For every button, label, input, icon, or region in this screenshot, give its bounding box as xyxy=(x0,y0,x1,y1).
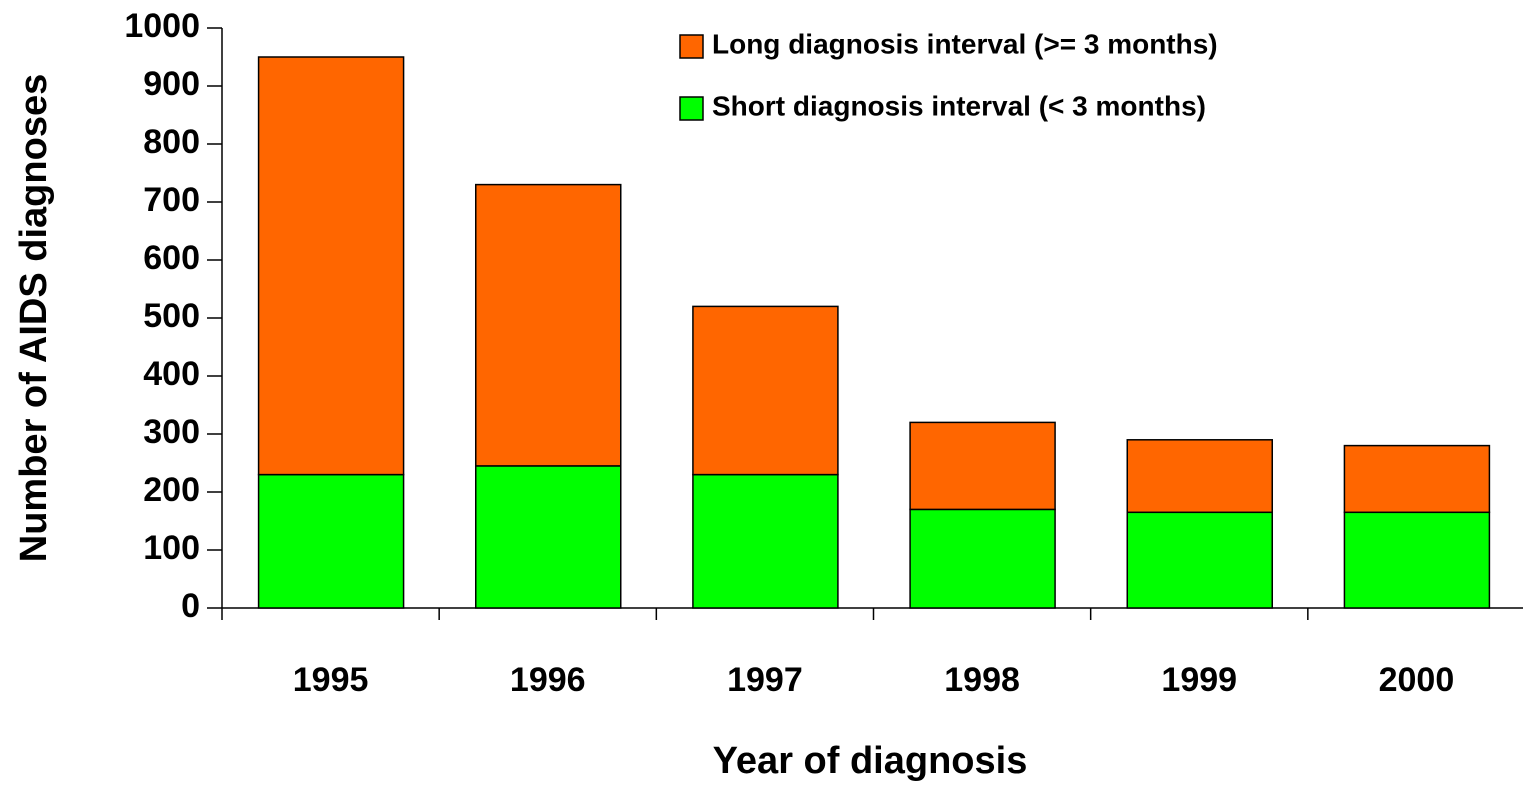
y-tick-label: 500 xyxy=(143,297,200,335)
bar-segment xyxy=(692,473,839,609)
bar-segment xyxy=(475,465,622,609)
legend-swatch xyxy=(679,34,704,59)
bar-segment xyxy=(909,508,1056,609)
bar-segment xyxy=(257,56,405,476)
y-tick-label: 200 xyxy=(143,471,200,509)
bar-segment xyxy=(1343,444,1491,514)
y-tick-label: 700 xyxy=(143,181,200,219)
bar-segment xyxy=(475,183,622,467)
x-tick-label: 1997 xyxy=(727,661,803,699)
x-axis-label: Year of diagnosis xyxy=(713,740,1028,782)
x-tick-label: 1995 xyxy=(293,661,369,699)
legend-label: Short diagnosis interval (< 3 months) xyxy=(712,90,1206,121)
x-tick-label: 1996 xyxy=(510,661,586,699)
y-tick-label: 100 xyxy=(143,529,200,567)
x-tick-label: 1999 xyxy=(1161,661,1237,699)
x-tick-label: 1998 xyxy=(944,661,1020,699)
y-tick-label: 800 xyxy=(143,123,200,161)
bar-segment xyxy=(1343,511,1491,609)
y-tick-label: 0 xyxy=(181,587,200,625)
y-axis-label: Number of AIDS diagnoses xyxy=(13,74,55,562)
y-tick-label: 600 xyxy=(143,239,200,277)
y-tick-label: 900 xyxy=(143,65,200,103)
bar-segment xyxy=(1126,439,1273,514)
legend-swatch xyxy=(679,96,704,121)
bar-segment xyxy=(909,421,1056,511)
bar-segment xyxy=(692,305,839,476)
bar-segment xyxy=(1126,511,1273,609)
y-tick-label: 400 xyxy=(143,355,200,393)
legend-label: Long diagnosis interval (>= 3 months) xyxy=(712,28,1218,59)
x-tick-label: 2000 xyxy=(1379,661,1455,699)
bar-segment xyxy=(257,473,405,609)
y-tick-label: 1000 xyxy=(124,7,200,45)
y-tick-label: 300 xyxy=(143,413,200,451)
